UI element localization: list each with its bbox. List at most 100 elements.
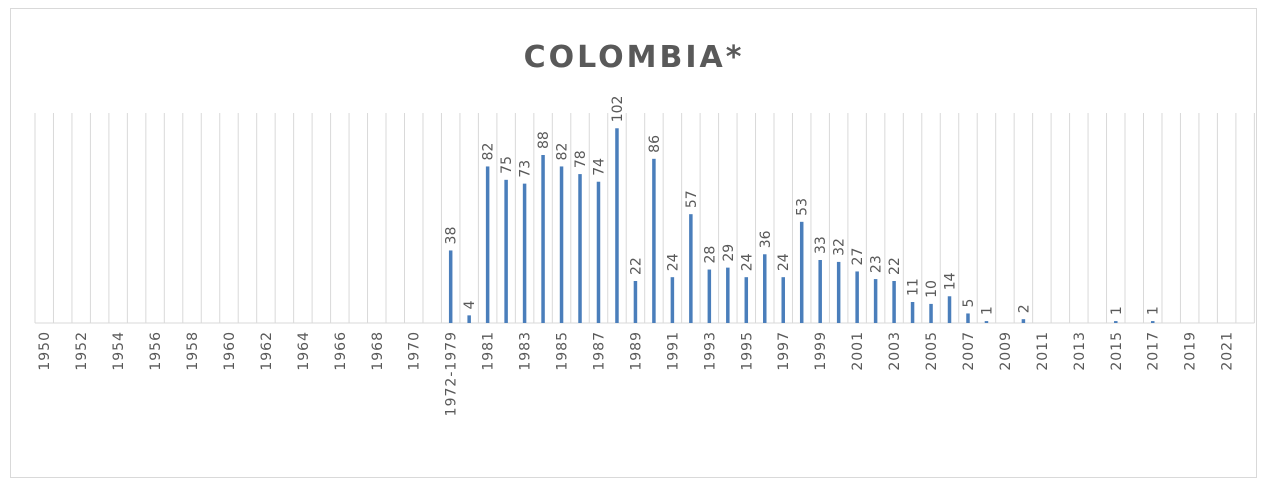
x-tick-label: 2013 — [1072, 331, 1088, 371]
x-tick-label: 1960 — [222, 331, 238, 371]
data-label: 32 — [832, 238, 848, 256]
data-label: 22 — [628, 257, 644, 275]
x-tick-label: 2005 — [924, 331, 940, 371]
bar — [1114, 321, 1118, 323]
x-tick-label: 2003 — [887, 331, 903, 371]
data-label: 11 — [906, 278, 922, 296]
x-tick-label: 2009 — [998, 331, 1014, 371]
bar — [1021, 319, 1026, 323]
x-tick-label: 1987 — [591, 331, 607, 371]
data-label: 5 — [961, 299, 977, 308]
x-tick-label: 1972-1979 — [444, 331, 460, 416]
x-tick-label: 1999 — [813, 331, 829, 371]
data-label: 88 — [536, 131, 552, 149]
bar — [799, 221, 804, 323]
bar — [504, 179, 508, 323]
bar — [818, 260, 822, 323]
bar — [559, 166, 564, 323]
bar — [855, 271, 859, 323]
bar — [966, 313, 970, 323]
data-label: 78 — [573, 150, 589, 168]
bar — [910, 302, 915, 323]
x-tick-label: 2007 — [961, 331, 977, 371]
x-tick-label: 1983 — [518, 331, 534, 371]
data-label: 38 — [444, 227, 460, 245]
bar — [726, 267, 730, 323]
data-label: 74 — [591, 158, 607, 176]
data-label: 29 — [721, 244, 737, 262]
data-label: 82 — [481, 143, 497, 161]
x-tick-label: 2017 — [1146, 331, 1162, 371]
bar — [763, 254, 767, 323]
bar — [541, 155, 545, 323]
x-tick-label: 1952 — [74, 331, 90, 371]
data-label: 24 — [739, 253, 755, 271]
x-tick-label: 1993 — [702, 331, 718, 371]
bar — [781, 277, 785, 323]
bar — [707, 269, 712, 323]
bar — [744, 277, 749, 323]
data-label: 23 — [869, 255, 885, 273]
x-tick-label: 1985 — [555, 331, 571, 371]
x-tick-label: 1995 — [739, 331, 755, 371]
x-tick-label: 2015 — [1109, 331, 1125, 371]
chart-title: COLOMBIA* — [523, 40, 745, 75]
x-tick-label: 1950 — [37, 331, 53, 371]
data-label: 4 — [462, 300, 478, 309]
data-label: 2 — [1016, 304, 1032, 313]
data-label: 1 — [1109, 306, 1125, 315]
data-label: 86 — [647, 135, 663, 153]
x-tick-label: 1997 — [776, 331, 792, 371]
x-tick-label: 1981 — [481, 331, 497, 371]
x-tick-label: 2021 — [1220, 331, 1236, 371]
data-label: 24 — [665, 253, 681, 271]
x-tick-label: 1970 — [407, 331, 423, 371]
data-label: 24 — [776, 253, 792, 271]
bar — [522, 183, 527, 323]
bar — [670, 277, 675, 323]
x-tick-label: 1956 — [148, 331, 164, 371]
bar — [652, 158, 656, 323]
bar — [485, 166, 490, 323]
bar — [467, 315, 471, 323]
data-label: 73 — [518, 160, 534, 178]
bar — [929, 303, 933, 323]
x-tick-label: 1964 — [296, 331, 312, 371]
data-label: 22 — [887, 257, 903, 275]
data-label: 1 — [979, 306, 995, 315]
bar — [873, 279, 878, 323]
x-tick-label: 1962 — [259, 331, 275, 371]
data-label: 28 — [702, 246, 718, 264]
data-label: 53 — [795, 198, 811, 216]
x-tick-label: 1991 — [665, 331, 681, 371]
bar — [633, 281, 638, 323]
data-label: 14 — [943, 272, 959, 290]
bar — [448, 250, 453, 323]
x-tick-label: 1954 — [111, 331, 127, 371]
bar — [615, 128, 619, 323]
x-tick-label: 1958 — [185, 331, 201, 371]
bar — [1150, 321, 1155, 323]
x-tick-label: 2001 — [850, 331, 866, 371]
data-label: 33 — [813, 236, 829, 254]
data-label: 82 — [555, 143, 571, 161]
data-label: 57 — [684, 190, 700, 208]
bar — [947, 296, 952, 323]
x-tick-label: 1989 — [628, 331, 644, 371]
bar — [689, 214, 693, 323]
bar — [984, 321, 989, 323]
data-label: 1 — [1146, 306, 1162, 315]
bar — [892, 281, 896, 323]
data-label: 27 — [850, 248, 866, 266]
x-tick-label: 2011 — [1035, 331, 1051, 371]
x-tick-label: 1968 — [370, 331, 386, 371]
data-label: 36 — [758, 230, 774, 248]
bar — [578, 174, 582, 323]
data-label: 102 — [610, 96, 626, 123]
x-tick-label: 2019 — [1183, 331, 1199, 371]
x-tick-label: 1966 — [333, 331, 349, 371]
bar — [596, 181, 601, 323]
bar — [836, 261, 841, 323]
data-label: 10 — [924, 280, 940, 298]
